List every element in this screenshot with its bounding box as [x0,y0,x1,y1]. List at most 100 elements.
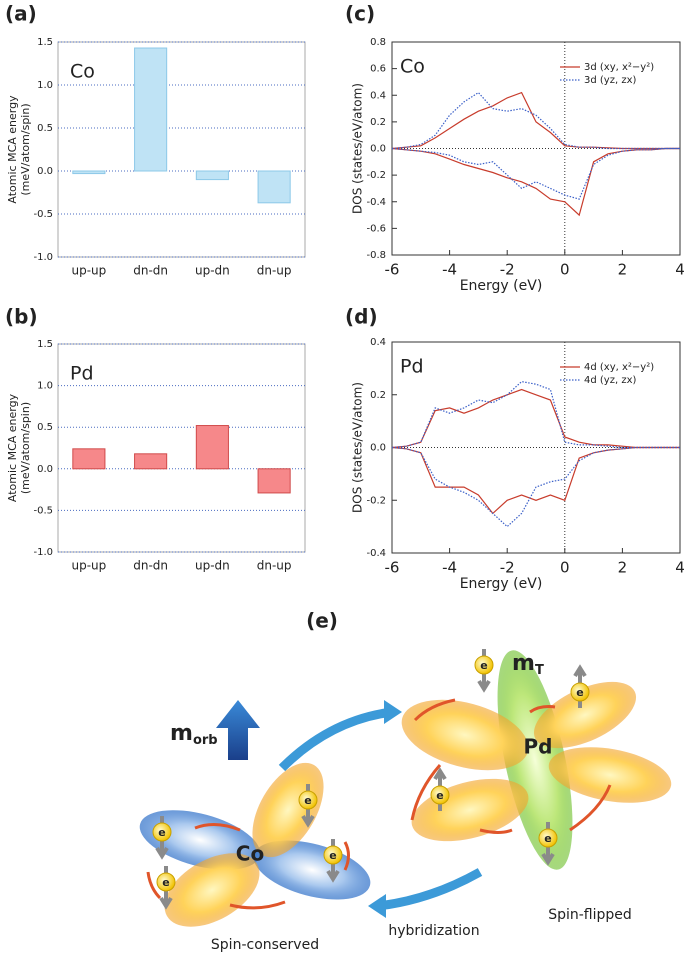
y-tick-label: 0.4 [370,337,386,348]
y-tick-label: -1.0 [33,252,53,263]
electron-label: e [576,686,583,699]
orbital-lobe [497,650,573,870]
electron [152,822,172,842]
dos-line [391,446,680,515]
electron [298,790,318,810]
x-tick-label: up-up [71,264,106,278]
hybridization-arrow [377,868,483,911]
electron-label: e [329,849,336,862]
y-tick-label: 0.6 [370,64,386,75]
x-tick-label: dn-dn [133,559,168,573]
electrons: e e e e e e e e [152,649,590,910]
y-tick-label: -0.6 [366,223,386,234]
y-tick-label: 1.5 [37,37,53,48]
m-symbol: m [512,651,535,676]
y-tick-label: -0.4 [366,197,386,208]
arrowhead [368,894,386,918]
y-tick-label: 0.0 [37,166,53,177]
x-tick-label: 2 [618,559,628,577]
dos-line [391,147,680,200]
y-tick-label: 1.5 [37,339,53,350]
orb-moment-label: morb [170,721,218,748]
y-axis-label: DOS (states/eV/atom) [351,382,365,513]
x-tick-label: 4 [675,261,685,279]
orbital-moment-arrow [216,700,260,760]
panel-label: (c) [345,2,375,26]
dos-line [391,446,680,528]
x-tick-label: -4 [442,261,457,279]
electron-label: e [158,826,165,839]
y-tick-label: -0.5 [33,209,53,220]
x-tick-label: up-dn [195,264,230,278]
dos-line [391,147,680,217]
orb-subscript: orb [193,733,218,748]
y-tick-label: 0.4 [370,90,386,101]
x-tick-label: up-dn [195,559,230,573]
x-axis-label: Energy (eV) [460,576,543,592]
annotation: Pd [400,356,424,378]
y-tick-label: 1.0 [37,80,53,91]
m-symbol: m [170,721,193,746]
dos-line [391,91,680,150]
electron-label: e [436,789,443,802]
x-tick-label: -2 [500,261,515,279]
y-axis-label: DOS (states/eV/atom) [351,83,365,214]
electron [538,828,558,848]
y-tick-label: 0.0 [370,144,386,155]
electron-label: e [480,659,487,672]
bar [72,448,106,470]
y-tick-label: -0.5 [33,505,53,516]
y-axis-label: (meV/atom/spin) [19,103,32,195]
x-tick-label: -6 [385,559,400,577]
x-tick-label: dn-up [257,264,292,278]
x-axis-label: Energy (eV) [460,278,543,294]
panel-label: (a) [5,2,37,26]
x-tick-label: 0 [560,261,570,279]
dos-line [391,91,680,150]
panel-label: (e) [306,609,338,633]
plot-frame [57,41,306,258]
x-tick-label: up-up [71,559,106,573]
x-tick-label: -6 [385,261,400,279]
legend-label: 4d (yz, zx) [584,375,636,386]
legend-label: 3d (xy, x²−y²) [584,62,654,73]
t-moment-label: mT [512,651,544,678]
t-subscript: T [535,663,544,678]
y-tick-label: 0.0 [370,443,386,454]
dos-line [391,380,680,449]
orbital-lobe [401,699,529,771]
electron [323,845,343,865]
x-tick-label: -2 [500,559,515,577]
pd-atom: Pd [524,735,553,759]
y-tick-label: 1.0 [37,381,53,392]
orbital-lobe [164,853,260,927]
y-tick-label: 0.5 [37,123,53,134]
y-axis-label: (meV/atom/spin) [19,402,32,494]
legend-label: 4d (xy, x²−y²) [584,362,654,373]
bar [134,453,168,470]
y-axis-label: Atomic MCA energy [6,393,19,502]
panel-label: (d) [345,305,378,329]
x-tick-label: -4 [442,559,457,577]
x-tick-label: 2 [618,261,628,279]
orbital-lobe [252,762,324,858]
caption: Spin-conserved [211,937,319,953]
y-tick-label: -0.2 [366,170,386,181]
legend-label: 3d (yz, zx) [584,75,636,86]
y-tick-label: -1.0 [33,547,53,558]
y-tick-label: -0.8 [366,250,386,261]
electron-label: e [162,876,169,889]
orbital-lobe [533,681,637,749]
bar [195,425,229,470]
hybridization-arrow [278,707,393,772]
plot-frame [57,343,306,553]
bar [134,47,168,172]
electron [570,682,590,702]
electron [430,785,450,805]
annotation: Pd [70,363,94,385]
panel-label: (b) [5,305,38,329]
arrowhead [384,700,402,724]
electron [156,872,176,892]
y-tick-label: -0.4 [366,548,386,559]
